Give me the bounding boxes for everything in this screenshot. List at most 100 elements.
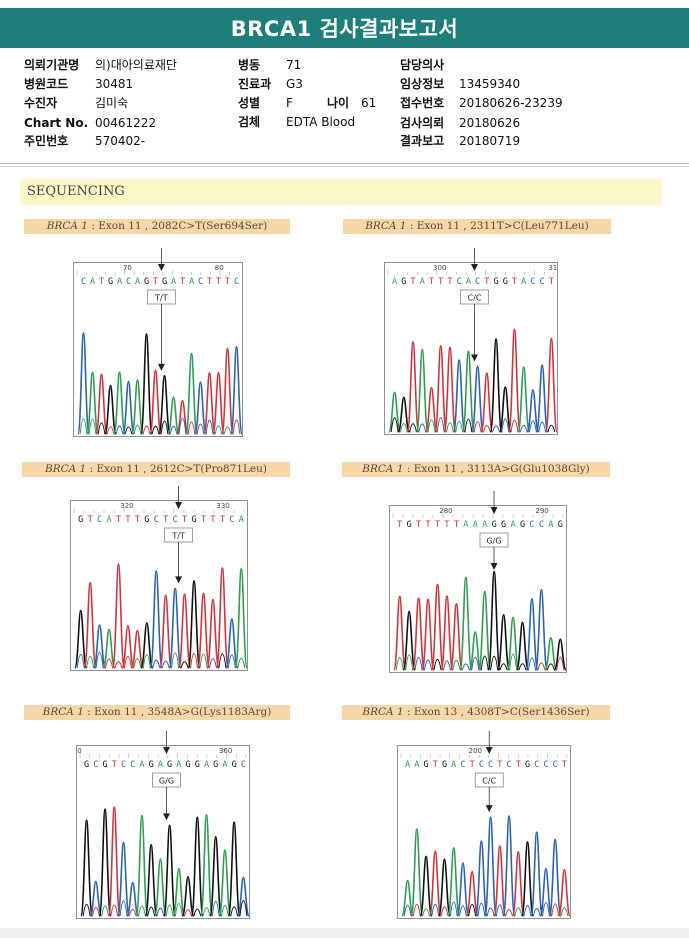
trace-noise [82, 903, 91, 917]
base-call-letter: C [130, 760, 135, 770]
trace-noise [459, 905, 467, 917]
base-call-letter: C [534, 760, 539, 770]
base-call-letter: T [180, 277, 185, 287]
trace-peak [471, 365, 485, 433]
trace-peak [388, 391, 402, 433]
trace-noise [399, 423, 408, 433]
trace-noise [160, 420, 169, 435]
trace-noise [418, 423, 427, 433]
trace-peak [548, 838, 562, 917]
base-call-letter: A [222, 760, 227, 770]
base-call-letter: A [420, 277, 425, 287]
base-call-letter: T [153, 277, 158, 287]
base-call-letter: G [423, 760, 428, 770]
trace-noise [76, 654, 85, 669]
trace-peak [86, 371, 99, 435]
trace-noise [440, 906, 449, 917]
base-call-letter: C [506, 760, 511, 770]
variant-arrow-head [485, 747, 493, 754]
info-value: 20180719 [459, 134, 521, 148]
trace-noise [171, 652, 180, 669]
trace-peak [206, 598, 220, 669]
base-call-letter: T [549, 277, 554, 287]
trace-noise [482, 425, 491, 433]
info-label: 검사의뢰 [400, 116, 445, 130]
trace-noise [88, 418, 97, 435]
trace-noise [133, 424, 142, 435]
base-call-letter: T [416, 520, 421, 530]
trace-noise [518, 663, 527, 671]
trace-noise [79, 418, 88, 435]
base-call-letter: T [447, 277, 452, 287]
peak-pointer-head [175, 576, 183, 584]
trace-noise [390, 417, 399, 433]
trace-peak [530, 831, 544, 917]
trace-peak [401, 879, 415, 917]
trace-peak [424, 386, 439, 433]
base-call-letter: G [492, 520, 497, 530]
info-value: 71 [286, 58, 302, 72]
trace-noise [556, 656, 565, 671]
trace-noise [532, 907, 541, 917]
trace-noise [147, 906, 156, 917]
trace-noise [174, 903, 183, 917]
base-call-letter: G [407, 520, 412, 530]
info-value: EDTA Blood [286, 115, 356, 129]
genotype-call: T/T [154, 294, 168, 303]
base-call-letter: C [553, 760, 558, 770]
base-call-letter: G [195, 760, 200, 770]
base-call-letter: A [521, 277, 526, 287]
base-call-letter: G [520, 520, 525, 530]
ruler-number: 290 [535, 507, 548, 515]
base-call-letter: T [207, 277, 212, 287]
trace-noise [510, 419, 519, 433]
trace-noise [551, 903, 560, 917]
base-call-letter: A [239, 515, 244, 525]
trace-peak [544, 636, 558, 671]
trace-noise [414, 656, 423, 671]
trace-noise [436, 417, 445, 433]
trace-peak [430, 583, 445, 671]
trace-noise [477, 902, 486, 917]
peak-pointer-head [162, 813, 170, 821]
trace-peak [74, 609, 88, 669]
trace-peak [167, 396, 180, 435]
base-call-letter: A [106, 515, 111, 525]
variant-label: BRCA 1 : Exon 13 , 4308T>C(Ser1436Ser) [342, 705, 610, 720]
trace-peak [163, 824, 177, 917]
chromatogram: 300 31A G T A T T T C A C T G G T A C C TC/C [384, 248, 558, 435]
trace-peak [168, 587, 182, 669]
base-call-letter: A [135, 277, 140, 287]
variant-description: : Exon 11 , 2612C>T(Pro871Leu) [86, 463, 267, 475]
trace-peak [113, 371, 126, 435]
base-call-letter: A [451, 760, 456, 770]
base-call-letter: T [512, 277, 517, 287]
trace-peak [135, 814, 149, 917]
base-call-letter: G [558, 520, 563, 530]
trace-peak [468, 631, 482, 671]
trace-peak [121, 624, 135, 669]
trace-peak [428, 850, 442, 917]
trace-peak [130, 629, 145, 669]
trace-noise [142, 654, 151, 669]
trace-peak [153, 858, 167, 917]
base-call-letter: C [234, 277, 239, 287]
trace-peak [480, 372, 494, 433]
trace-peak [194, 381, 207, 435]
base-call-letter: T [397, 520, 402, 530]
info-value: 의)대아의료재단 [95, 58, 177, 72]
base-call-letter: C [229, 515, 234, 525]
trace-noise [395, 656, 404, 671]
base-call-letter: G [185, 760, 190, 770]
base-call-letter: A [189, 277, 194, 287]
trace-noise [461, 663, 470, 671]
trace-noise [221, 905, 229, 917]
trace-peak [227, 821, 241, 917]
info-label: 접수번호 [400, 96, 445, 110]
info-label: 임상정보 [400, 77, 445, 91]
trace-noise [115, 425, 124, 435]
trace-peak [553, 638, 567, 671]
trace-noise [505, 908, 513, 917]
base-call-letter: A [482, 520, 487, 530]
base-call-letter: T [435, 520, 440, 530]
